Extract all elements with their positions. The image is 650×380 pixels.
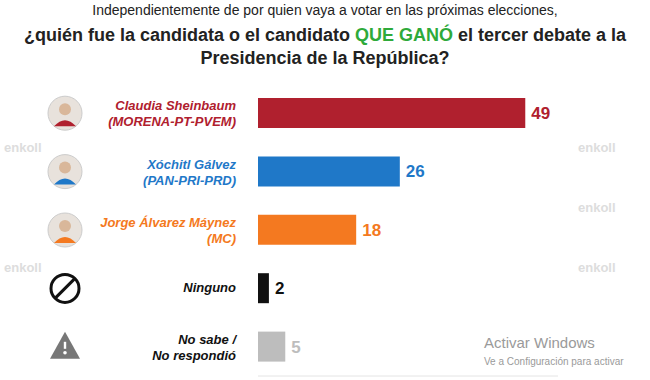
svg-text:5: 5 xyxy=(291,338,300,357)
svg-text:2: 2 xyxy=(275,279,284,298)
svg-text:Ninguno: Ninguno xyxy=(183,280,236,295)
svg-text:Xóchitl Gálvez(PAN-PRI-PRD): Xóchitl Gálvez(PAN-PRI-PRD) xyxy=(143,157,236,188)
svg-text:Jorge Álvarez Máynez(MC): Jorge Álvarez Máynez(MC) xyxy=(100,215,236,246)
html-text:Ve a Configuración para activa: Ve a Configuración para activar xyxy=(484,356,624,367)
html-text:enkoll: enkoll xyxy=(578,200,616,215)
html-text:Activar Windows: Activar Windows xyxy=(484,334,595,351)
svg-text:Claudia Sheinbaum(MORENA-PT-PV: Claudia Sheinbaum(MORENA-PT-PVEM) xyxy=(108,98,236,129)
svg-text:26: 26 xyxy=(406,162,425,181)
svg-text:No sabe /No respondió: No sabe /No respondió xyxy=(152,332,237,363)
svg-text:18: 18 xyxy=(362,221,381,240)
svg-text:49: 49 xyxy=(531,104,550,123)
html-text:Independientemente de por quie: Independientemente de por quien vaya a v… xyxy=(92,2,558,18)
html-text:enkoll: enkoll xyxy=(578,140,616,155)
html-text:enkoll: enkoll xyxy=(4,260,42,275)
html-text:¿quién fue la candidata o el c: ¿quién fue la candidata o el candidato Q… xyxy=(23,25,627,68)
html-text:enkoll: enkoll xyxy=(578,260,616,275)
html-text:enkoll: enkoll xyxy=(4,140,42,155)
